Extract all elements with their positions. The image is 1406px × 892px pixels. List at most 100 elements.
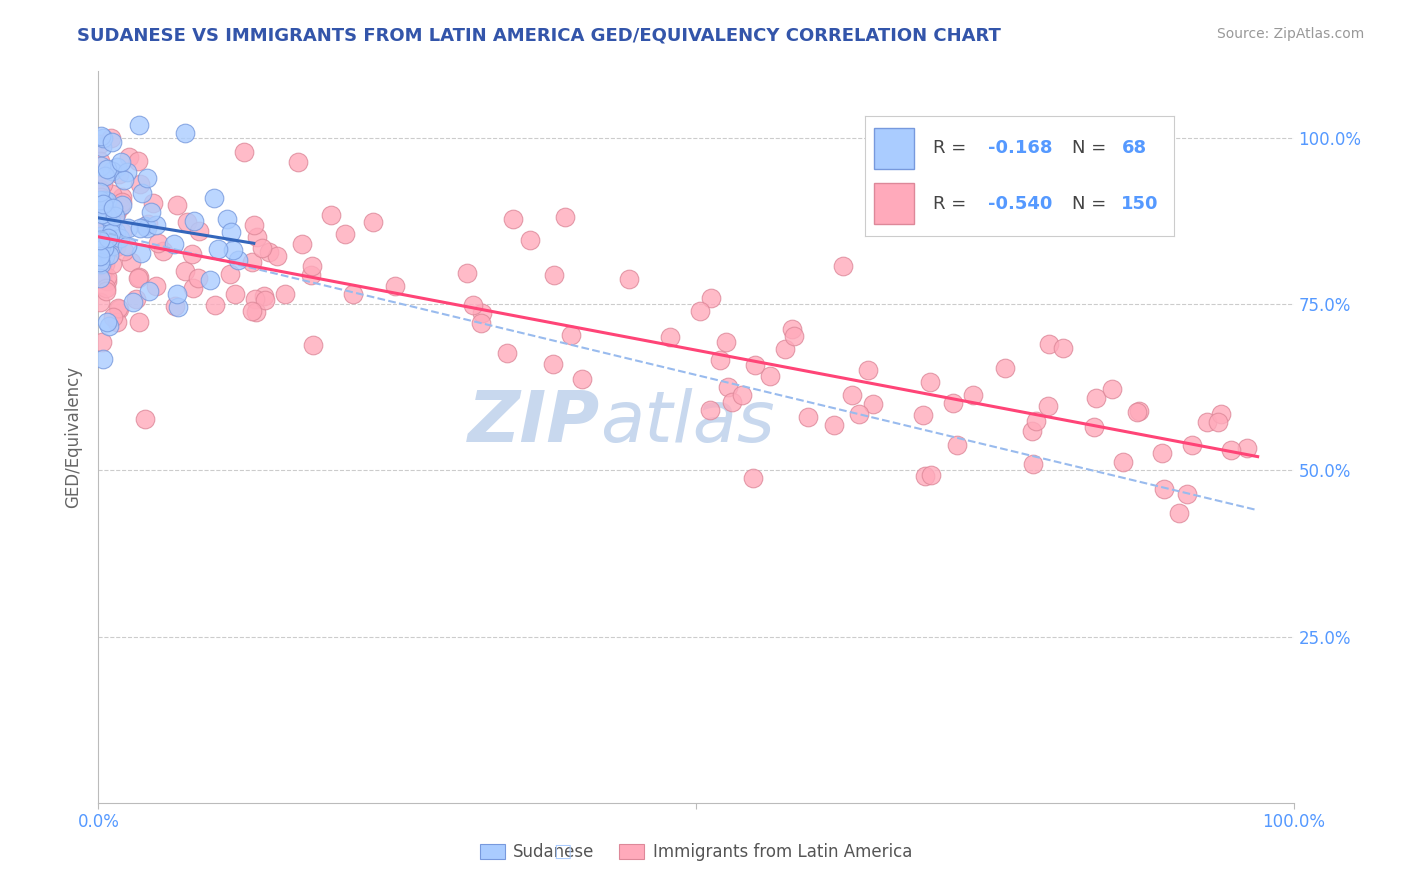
Text: R =: R = <box>932 194 972 213</box>
Point <box>105 207 128 221</box>
Point <box>118 150 141 164</box>
Point <box>180 247 202 261</box>
Point <box>848 407 870 421</box>
Point <box>689 304 711 318</box>
Point <box>215 211 238 226</box>
Point <box>1206 415 1229 429</box>
Point <box>659 330 682 344</box>
Text: N =: N = <box>1071 139 1112 158</box>
Point <box>1177 486 1199 500</box>
Point <box>128 315 150 329</box>
Point <box>463 298 485 312</box>
Point <box>166 198 188 212</box>
Point <box>188 224 211 238</box>
Point <box>101 257 124 271</box>
Point <box>617 272 640 286</box>
Point <box>94 281 117 295</box>
Point <box>107 301 129 315</box>
Point <box>717 380 740 394</box>
Text: -0.540: -0.540 <box>988 194 1053 213</box>
Point <box>91 267 114 281</box>
Point <box>100 131 122 145</box>
Point <box>274 287 297 301</box>
Point <box>1085 392 1108 406</box>
Point <box>287 155 309 169</box>
Point <box>91 266 114 280</box>
Point <box>243 218 266 232</box>
Point <box>90 257 112 271</box>
Point <box>101 216 124 230</box>
Point <box>266 249 288 263</box>
Point <box>96 209 118 223</box>
Point <box>129 245 152 260</box>
Point <box>97 231 120 245</box>
Point <box>299 268 322 283</box>
Point <box>90 190 112 204</box>
Point <box>100 239 122 253</box>
Text: ZIP: ZIP <box>468 388 600 457</box>
Point <box>108 167 131 181</box>
Text: Source: ZipAtlas.com: Source: ZipAtlas.com <box>1216 27 1364 41</box>
Point <box>1181 438 1204 452</box>
Text: atlas: atlas <box>600 388 775 457</box>
Point <box>111 195 134 210</box>
Point <box>253 293 276 307</box>
Point <box>174 264 197 278</box>
Point <box>105 225 128 239</box>
Point <box>560 328 582 343</box>
Point <box>232 145 254 160</box>
Point <box>96 161 118 176</box>
Point <box>90 216 112 230</box>
Point <box>240 254 263 268</box>
Point <box>1101 382 1123 396</box>
Point <box>240 303 263 318</box>
Point <box>111 225 134 239</box>
Point <box>89 249 111 263</box>
Point <box>93 245 115 260</box>
Point <box>135 171 157 186</box>
Point <box>136 217 159 231</box>
Point <box>301 259 323 273</box>
Point <box>495 346 517 360</box>
FancyBboxPatch shape <box>875 128 914 169</box>
Point <box>941 396 963 410</box>
Point <box>914 468 936 483</box>
Point <box>98 248 121 262</box>
Point <box>198 273 221 287</box>
Point <box>94 257 117 271</box>
Point <box>912 409 935 423</box>
Point <box>100 164 122 178</box>
Point <box>342 287 364 301</box>
Point <box>361 214 384 228</box>
Point <box>176 215 198 229</box>
Point <box>1112 455 1135 469</box>
Point <box>94 169 117 183</box>
Point <box>823 417 845 432</box>
Point <box>502 211 524 226</box>
Point <box>962 388 984 402</box>
Point <box>89 233 111 247</box>
Point <box>97 319 120 334</box>
Point <box>89 255 111 269</box>
Point <box>117 164 139 178</box>
Text: R =: R = <box>932 139 972 158</box>
Point <box>134 412 156 426</box>
Point <box>1236 442 1258 456</box>
Point <box>1052 341 1074 355</box>
Point <box>731 388 754 402</box>
Point <box>128 270 150 285</box>
Point <box>167 301 190 315</box>
Point <box>554 210 576 224</box>
Point <box>744 358 766 372</box>
Point <box>93 241 115 255</box>
Point <box>96 269 118 284</box>
Point <box>245 305 267 319</box>
Point <box>90 159 112 173</box>
Point <box>112 173 135 187</box>
Point <box>1083 420 1105 434</box>
Point <box>183 214 205 228</box>
Point <box>96 274 118 288</box>
Point <box>797 409 820 424</box>
Point <box>543 268 565 283</box>
Point <box>89 185 111 199</box>
